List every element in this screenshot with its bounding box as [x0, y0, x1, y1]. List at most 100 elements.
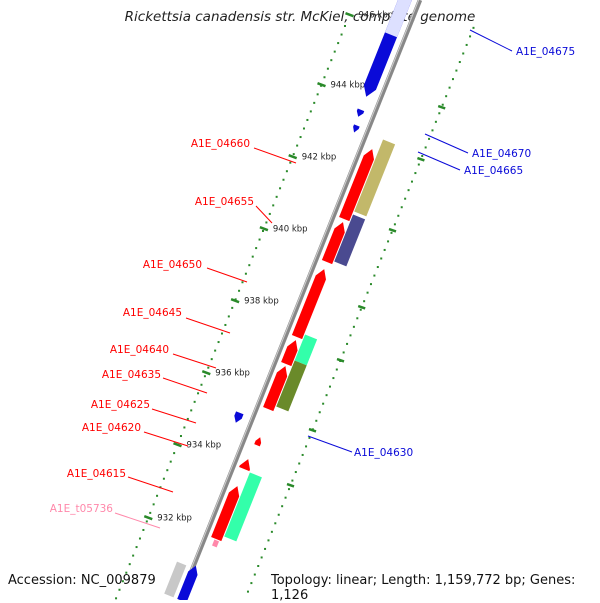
guide-dot [306, 118, 309, 121]
leader-line [307, 435, 353, 453]
guide-dot [333, 50, 336, 53]
guide-dot [373, 274, 376, 277]
guide-dot [272, 204, 275, 207]
tick-mark [288, 154, 298, 160]
guide-dot [387, 240, 390, 243]
guide-dot [366, 291, 369, 294]
guide-dot [227, 315, 230, 318]
guide-dot [275, 195, 278, 198]
plus-strand-cds [239, 459, 250, 472]
guide-dot [125, 571, 128, 574]
tick-mark [201, 370, 211, 376]
gray-block [164, 561, 187, 598]
tick-mark [230, 298, 240, 304]
cog-block [334, 214, 366, 267]
tick-mark [173, 442, 182, 448]
minor-tick [388, 227, 397, 233]
leader-line [127, 476, 174, 493]
guide-dot [305, 445, 308, 448]
guide-dot [197, 392, 200, 395]
tick-label: 946 kbp [358, 11, 393, 21]
guide-dot [166, 469, 169, 472]
guide-dot [380, 257, 383, 260]
guide-dot [315, 419, 318, 422]
guide-dot [421, 154, 424, 157]
minus-strand-cds-fade [384, 0, 412, 38]
guide-dot [390, 231, 393, 234]
guide-dot [248, 264, 251, 267]
guide-dot [121, 580, 124, 583]
guide-dot [214, 349, 217, 352]
guide-dot [298, 462, 301, 465]
gene-label: A1E_04665 [464, 165, 523, 177]
gene-label: A1E_04615 [67, 468, 126, 480]
cog-block [224, 472, 262, 542]
gene-label: A1E_04675 [516, 46, 575, 58]
guide-dot [332, 377, 335, 380]
tick-label: 936 kbp [215, 369, 250, 379]
guide-dot [438, 112, 441, 115]
cog-block [276, 360, 307, 412]
guide-dot [393, 223, 396, 226]
guide-dot [267, 539, 270, 542]
guide-dot [323, 76, 326, 79]
guide-dot [458, 61, 461, 64]
guide-dot [261, 230, 264, 233]
guide-dot [200, 383, 203, 386]
guide-dot [346, 342, 349, 345]
guide-dot [132, 554, 135, 557]
guide-dot [203, 375, 206, 378]
guide-dot [337, 42, 340, 45]
guide-dot [465, 43, 468, 46]
guide-dot [397, 214, 400, 217]
minor-tick [357, 304, 366, 310]
leader-line [417, 151, 461, 171]
gene-label: A1E_04655 [195, 196, 254, 208]
guide-dot [253, 573, 256, 576]
leader-line [151, 408, 197, 424]
gene-label: A1E_04620 [82, 422, 141, 434]
guide-dot [231, 306, 234, 309]
guide-dot [424, 146, 427, 149]
plus-strand-small [254, 437, 262, 447]
tick-label: 944 kbp [330, 81, 365, 91]
plus-strand-cds [321, 222, 345, 265]
guide-dot [434, 120, 437, 123]
tick-label: 934 kbp [186, 441, 221, 451]
backbone-line [177, 0, 423, 600]
guide-dot [257, 564, 260, 567]
tick-mark [143, 515, 153, 521]
guide-dot [445, 95, 448, 98]
guide-dot [343, 24, 346, 27]
guide-dot [145, 520, 148, 523]
minor-tick [437, 104, 446, 110]
cog-block [354, 139, 396, 217]
backbone-highlight [178, 0, 420, 600]
guide-dot [301, 453, 304, 456]
guide-dot [279, 187, 282, 190]
guide-dot [268, 212, 271, 215]
guide-dot [363, 300, 366, 303]
guide-dot [241, 281, 244, 284]
guide-dot [294, 471, 297, 474]
guide-dot [207, 366, 210, 369]
leader-line [206, 267, 248, 283]
guide-dot [335, 368, 338, 371]
minus-strand-small [353, 124, 360, 133]
leader-line [185, 317, 231, 334]
map-title: Rickettsia canadensis str. McKiel, compl… [124, 9, 476, 25]
guide-dot [296, 144, 299, 147]
guide-dot [281, 505, 284, 508]
guide-dot [417, 163, 420, 166]
guide-dot [210, 358, 213, 361]
grid-dots [115, 24, 475, 600]
guide-dot [428, 137, 431, 140]
leader-line [255, 205, 273, 224]
guide-dot [217, 341, 220, 344]
guide-dot [376, 266, 379, 269]
guide-dot [313, 101, 316, 104]
guide-dot [287, 488, 290, 491]
gene-label: A1E_04625 [91, 399, 150, 411]
leader-line [172, 353, 217, 369]
tick-label: 940 kbp [273, 225, 308, 235]
